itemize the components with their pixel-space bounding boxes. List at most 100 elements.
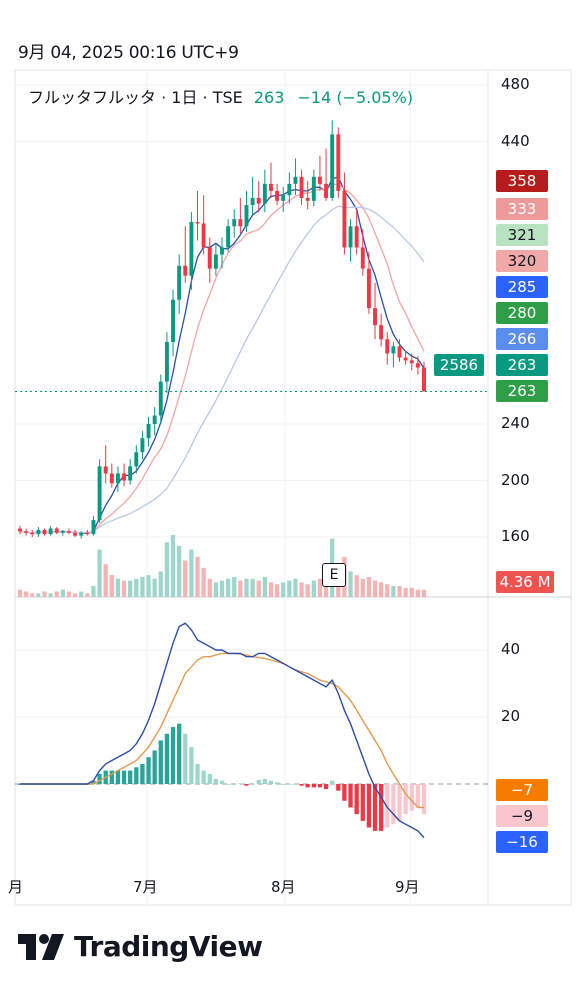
volume-bar <box>268 582 274 597</box>
macd-histogram-bar <box>115 770 121 784</box>
volume-bar <box>219 580 225 597</box>
candle-body <box>201 223 206 248</box>
candle-body <box>85 532 90 535</box>
macd-histogram-bar <box>299 784 304 786</box>
volume-bar <box>244 578 249 597</box>
macd-histogram-bar <box>134 767 139 784</box>
macd-histogram-bar <box>91 780 96 784</box>
volume-bar <box>79 591 84 597</box>
candle-body <box>24 531 29 533</box>
candle-body <box>18 528 22 532</box>
macd-axis-label: 20 <box>501 707 521 725</box>
volume-bar <box>48 593 53 597</box>
ma5-line <box>19 175 425 534</box>
price-axis-label: 480 <box>501 75 530 93</box>
macd-histogram-bar <box>152 750 157 784</box>
volume-bar <box>54 591 59 597</box>
candle-body <box>293 176 298 184</box>
volume-bar <box>293 578 298 597</box>
volume-bar <box>213 582 219 597</box>
candle-body <box>397 346 402 358</box>
time-axis-label: 8月 <box>271 878 296 896</box>
tradingview-logo[interactable]: TradingView <box>18 930 263 963</box>
cursor-price-badge: 2586 <box>434 354 484 376</box>
macd-histogram-bar <box>342 784 347 801</box>
candle-body <box>366 268 371 309</box>
macd-histogram-bar <box>213 778 219 784</box>
price-tag: 358 <box>496 170 548 192</box>
candle-body <box>195 222 200 224</box>
candle-body <box>220 247 224 255</box>
candle-body <box>324 183 329 198</box>
volume-bar <box>189 549 194 597</box>
macd-histogram-bar <box>354 784 359 815</box>
volume-bar <box>232 576 237 597</box>
macd-histogram-bar <box>293 784 298 785</box>
volume-bar <box>250 578 255 597</box>
candle-body <box>336 134 341 191</box>
macd-histogram-bar <box>201 770 206 784</box>
macd-value-tag: −7 <box>496 779 548 801</box>
candle-body <box>232 219 237 227</box>
price-change: −14 (−5.05%) <box>297 88 414 107</box>
price-axis-label: 200 <box>501 470 530 489</box>
candle-body <box>122 473 127 481</box>
time-axis-label: 9月 <box>395 878 420 896</box>
volume-bar <box>415 589 421 597</box>
time-axis-label: 月 <box>8 878 24 896</box>
candle-body <box>134 452 139 467</box>
volume-bar <box>164 542 170 597</box>
macd-histogram-bar <box>379 784 384 831</box>
macd-histogram-bar <box>391 784 396 825</box>
volume-bar <box>30 593 35 597</box>
candle-body <box>189 222 194 276</box>
price-axis-label: 240 <box>501 414 530 432</box>
candle-body <box>244 205 249 227</box>
volume-bar <box>140 576 145 597</box>
macd-histogram-bar <box>397 784 402 821</box>
chart-frame <box>14 69 572 906</box>
candle-body <box>422 367 426 392</box>
macd-histogram-bar <box>336 784 341 791</box>
macd-histogram-bar <box>121 770 127 784</box>
macd-histogram-bar <box>360 784 365 821</box>
candle-body <box>128 466 133 481</box>
candle-body <box>171 299 175 343</box>
price-tag: 280 <box>496 302 548 324</box>
volume-bar <box>366 576 372 597</box>
earnings-marker[interactable]: E <box>322 563 346 587</box>
volume-bar <box>183 560 188 597</box>
price-tag: 320 <box>496 250 548 272</box>
volume-bar <box>397 586 402 597</box>
volume-bar <box>170 535 176 597</box>
price-tag: 285 <box>496 276 548 298</box>
macd-histogram-bar <box>330 780 335 784</box>
macd-histogram-bar <box>366 784 372 828</box>
macd-histogram-bar <box>409 784 414 811</box>
candle-body <box>42 529 47 535</box>
candle-body <box>79 532 84 536</box>
volume-bar <box>421 589 427 597</box>
candle-body <box>158 381 163 416</box>
volume-bar <box>348 571 353 597</box>
volume-bar <box>299 582 304 597</box>
candle-body <box>226 226 231 248</box>
volume-bar <box>177 545 182 597</box>
candle-body <box>269 183 273 191</box>
price-tag: 263 <box>496 380 548 402</box>
macd-line <box>20 622 425 839</box>
symbol-legend[interactable]: フルッタフルッタ · 1日 · TSE 263 −14 (−5.05%) <box>28 84 413 108</box>
volume-bar <box>66 591 72 597</box>
macd-histogram-bar <box>189 747 194 784</box>
volume-bar <box>207 578 212 597</box>
candle-body <box>48 528 53 535</box>
volume-bar <box>274 584 280 597</box>
volume-bar <box>262 576 267 597</box>
candle-body <box>238 219 243 227</box>
candle-body <box>330 134 335 198</box>
volume-bar <box>256 580 261 597</box>
volume-bar <box>317 578 323 597</box>
volume-bar <box>103 564 108 597</box>
volume-bar <box>121 580 127 597</box>
